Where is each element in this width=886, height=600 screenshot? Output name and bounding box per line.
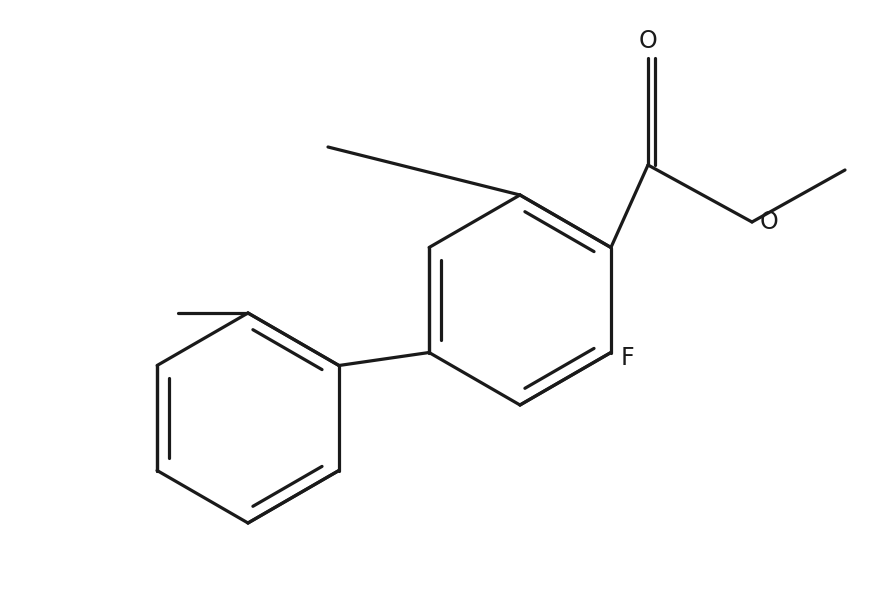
Text: O: O: [639, 29, 657, 53]
Text: O: O: [760, 210, 779, 234]
Text: F: F: [621, 346, 634, 370]
